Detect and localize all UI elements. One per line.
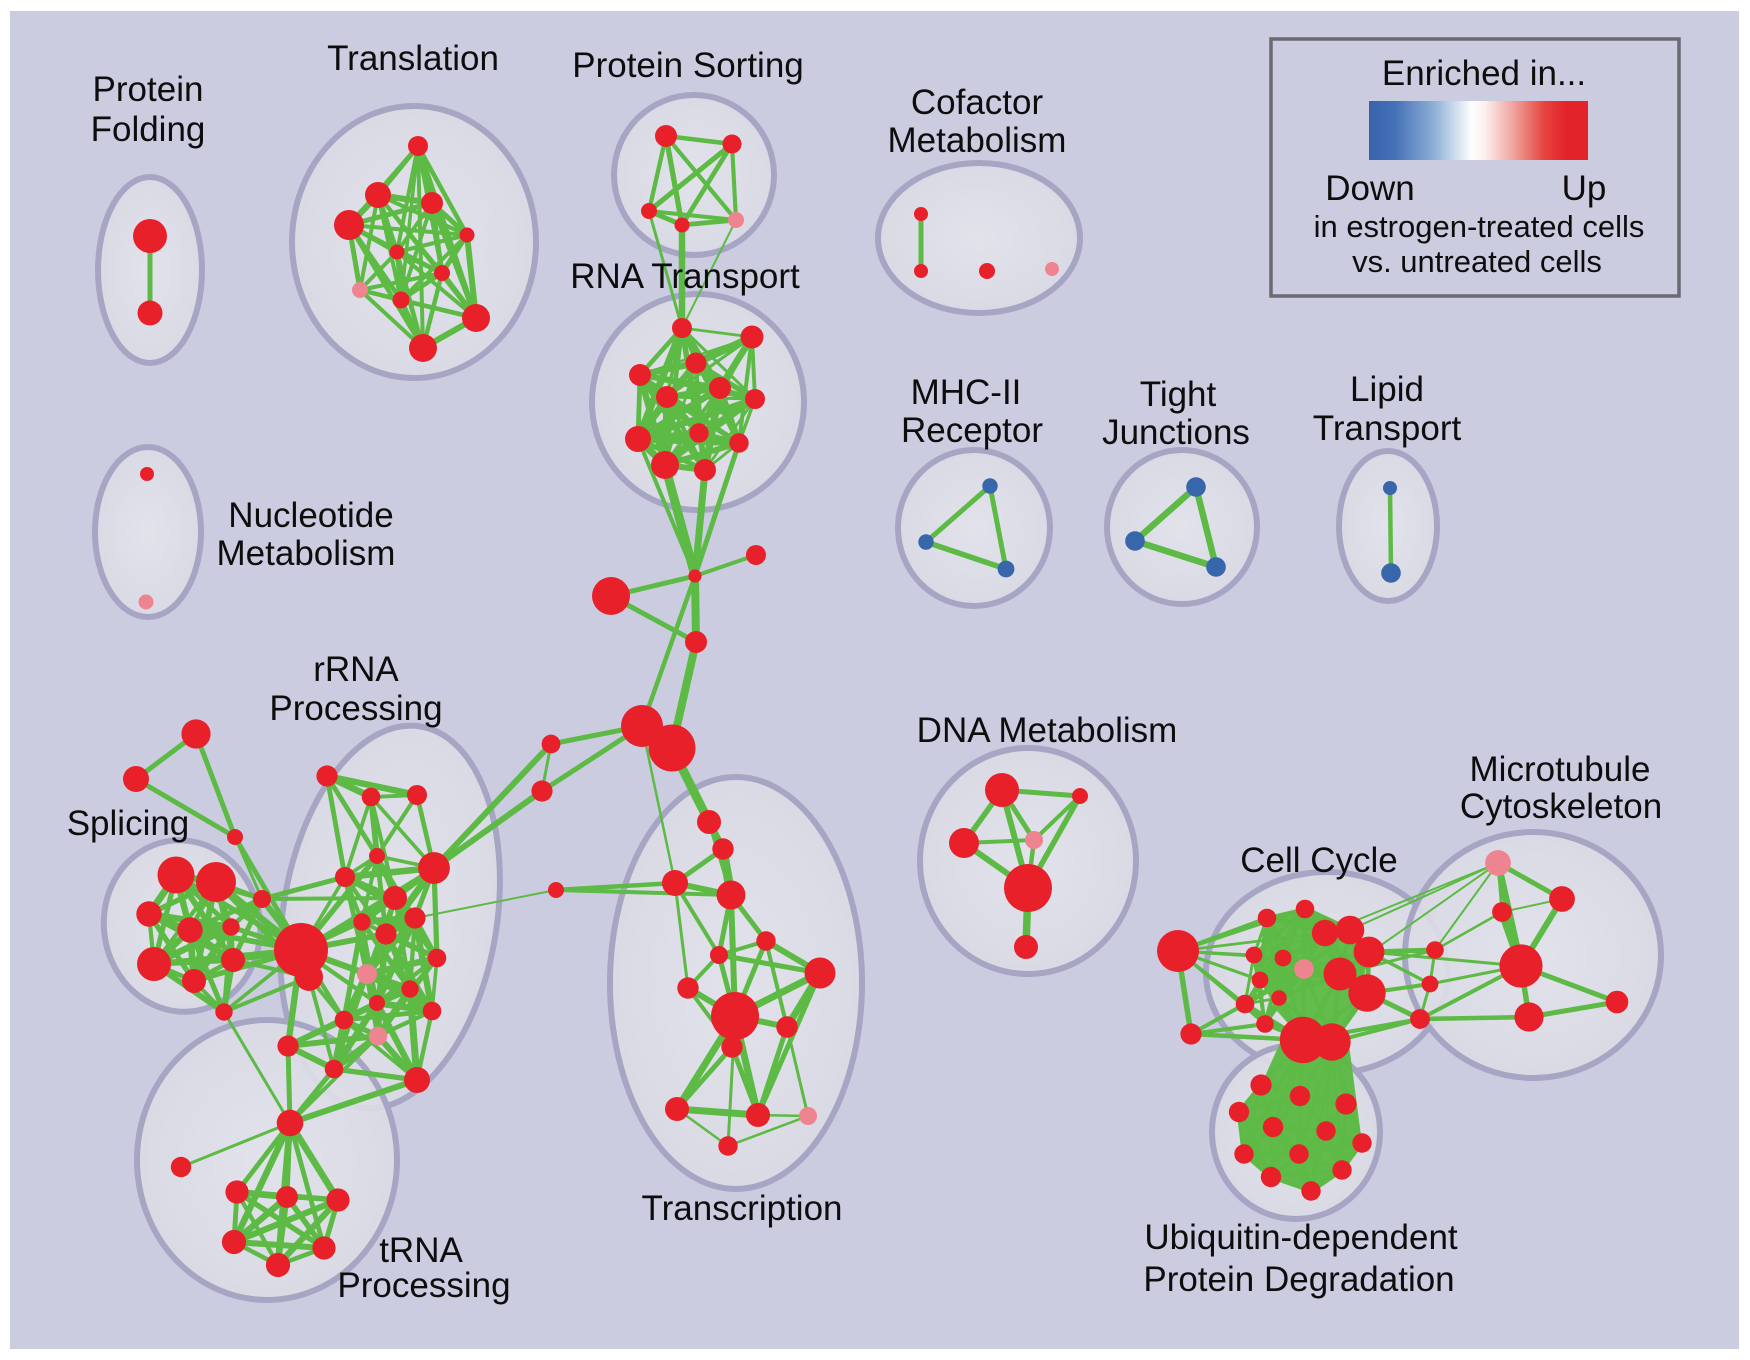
svg-text:Transcription: Transcription xyxy=(642,1189,843,1228)
svg-text:Transport: Transport xyxy=(1313,409,1462,448)
svg-text:Folding: Folding xyxy=(91,110,206,149)
svg-text:rRNA: rRNA xyxy=(313,650,399,689)
svg-text:RNA Transport: RNA Transport xyxy=(570,257,800,296)
svg-text:Up: Up xyxy=(1562,169,1607,208)
svg-text:Enriched in...: Enriched in... xyxy=(1382,54,1586,93)
svg-text:Protein Sorting: Protein Sorting xyxy=(572,46,804,85)
svg-text:MHC-II: MHC-II xyxy=(911,373,1022,412)
svg-text:Receptor: Receptor xyxy=(901,411,1043,450)
svg-text:DNA Metabolism: DNA Metabolism xyxy=(917,711,1178,750)
svg-text:Protein Degradation: Protein Degradation xyxy=(1143,1260,1454,1299)
svg-text:Nucleotide: Nucleotide xyxy=(228,496,393,535)
svg-text:Down: Down xyxy=(1325,169,1414,208)
svg-text:Processing: Processing xyxy=(337,1266,510,1305)
svg-text:Translation: Translation xyxy=(327,39,499,78)
svg-text:Processing: Processing xyxy=(269,689,442,728)
svg-text:Cytoskeleton: Cytoskeleton xyxy=(1460,787,1662,826)
svg-text:Metabolism: Metabolism xyxy=(888,121,1067,160)
svg-text:tRNA: tRNA xyxy=(379,1231,463,1270)
svg-text:vs. untreated cells: vs. untreated cells xyxy=(1352,244,1602,279)
svg-text:in estrogen-treated cells: in estrogen-treated cells xyxy=(1314,209,1645,244)
svg-text:Splicing: Splicing xyxy=(67,804,190,843)
svg-text:Cell Cycle: Cell Cycle xyxy=(1240,841,1398,880)
svg-text:Metabolism: Metabolism xyxy=(217,534,396,573)
svg-text:Junctions: Junctions xyxy=(1102,413,1250,452)
svg-text:Protein: Protein xyxy=(93,70,204,109)
svg-text:Microtubule: Microtubule xyxy=(1470,750,1651,789)
svg-text:Lipid: Lipid xyxy=(1350,370,1424,409)
svg-text:Ubiquitin-dependent: Ubiquitin-dependent xyxy=(1144,1218,1458,1257)
svg-text:Cofactor: Cofactor xyxy=(911,83,1044,122)
svg-text:Tight: Tight xyxy=(1140,375,1217,414)
